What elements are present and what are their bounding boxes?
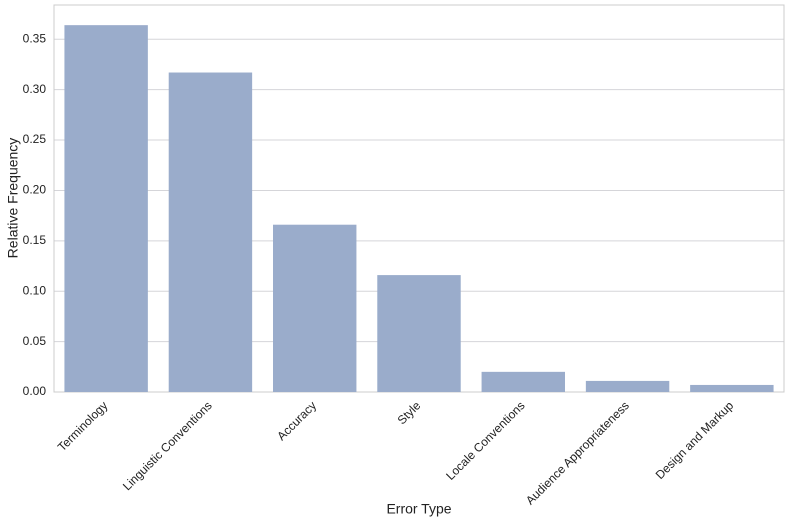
y-tick-label: 0.10 — [23, 283, 47, 297]
y-tick-label: 0.35 — [23, 31, 47, 45]
bar — [585, 380, 670, 392]
y-axis-title: Relative Frequency — [5, 138, 21, 259]
y-tick-label: 0.20 — [23, 183, 47, 197]
x-axis-title: Error Type — [386, 501, 451, 517]
bar — [273, 224, 357, 392]
bar — [481, 371, 565, 392]
bar — [377, 275, 461, 392]
x-tick-label: Audience Appropriateness — [523, 398, 632, 507]
x-tick-label: Locale Conventions — [443, 398, 527, 482]
y-tick-label: 0.00 — [23, 384, 47, 398]
y-tick-label: 0.15 — [23, 233, 47, 247]
bar — [690, 384, 774, 392]
y-tick-label: 0.05 — [23, 334, 47, 348]
x-tick-label: Linguistic Conventions — [120, 398, 215, 493]
y-tick-label: 0.25 — [23, 132, 47, 146]
bar — [64, 25, 148, 392]
x-tick-label: Style — [395, 398, 424, 427]
bar — [168, 72, 253, 392]
x-tick-label: Terminology — [55, 398, 111, 454]
y-tick-label: 0.30 — [23, 82, 47, 96]
x-tick-label: Design and Markup — [653, 398, 737, 482]
x-tick-label: Accuracy — [274, 398, 319, 443]
